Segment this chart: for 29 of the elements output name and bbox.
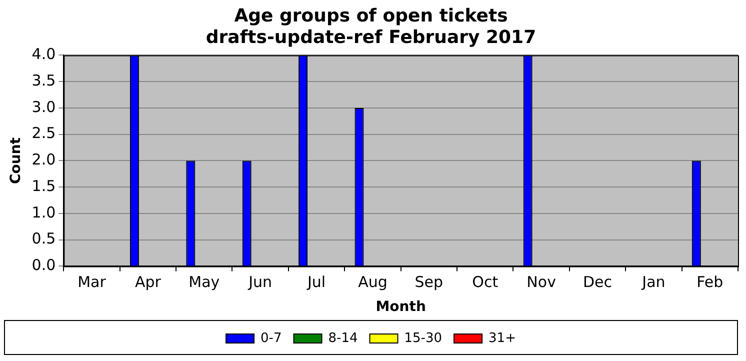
- y-tick-label: 2.0: [32, 150, 56, 169]
- y-tick-label: 3.0: [32, 98, 56, 116]
- y-tick-label: 2.5: [32, 124, 56, 142]
- x-axis-title: Month: [376, 299, 426, 316]
- x-tick-label: Jul: [306, 273, 326, 292]
- y-axis-title: Count: [8, 137, 24, 184]
- y-tick-label: 3.5: [32, 71, 56, 90]
- y-tick-label: 1.0: [32, 203, 56, 222]
- x-tick-label: Nov: [526, 273, 556, 292]
- x-tick-label: Jun: [248, 273, 272, 292]
- x-tick-label: Sep: [414, 273, 444, 292]
- x-tick-label: Dec: [582, 273, 612, 292]
- x-tick-label: Feb: [696, 273, 724, 292]
- legend-label: 31+: [488, 330, 516, 346]
- x-tick-label: May: [188, 273, 220, 292]
- x-tick-label: Apr: [134, 273, 162, 292]
- x-tick-label: Aug: [358, 273, 388, 292]
- x-tick-label: Oct: [472, 273, 498, 292]
- y-tick-label: 0.5: [32, 230, 56, 248]
- text: Age groups of open tickets: [234, 5, 508, 26]
- legend-label: 8-14: [328, 330, 358, 346]
- x-tick-label: Jan: [641, 273, 666, 292]
- text: drafts-update-ref February 2017: [206, 27, 536, 48]
- legend-label: 0-7: [260, 330, 282, 346]
- x-tick-label: Mar: [78, 273, 107, 292]
- y-tick-label: 0.0: [32, 256, 56, 274]
- y-tick-label: 1.5: [32, 176, 56, 195]
- y-tick-label: 4.0: [32, 45, 56, 64]
- legend-label: 15-30: [404, 330, 442, 346]
